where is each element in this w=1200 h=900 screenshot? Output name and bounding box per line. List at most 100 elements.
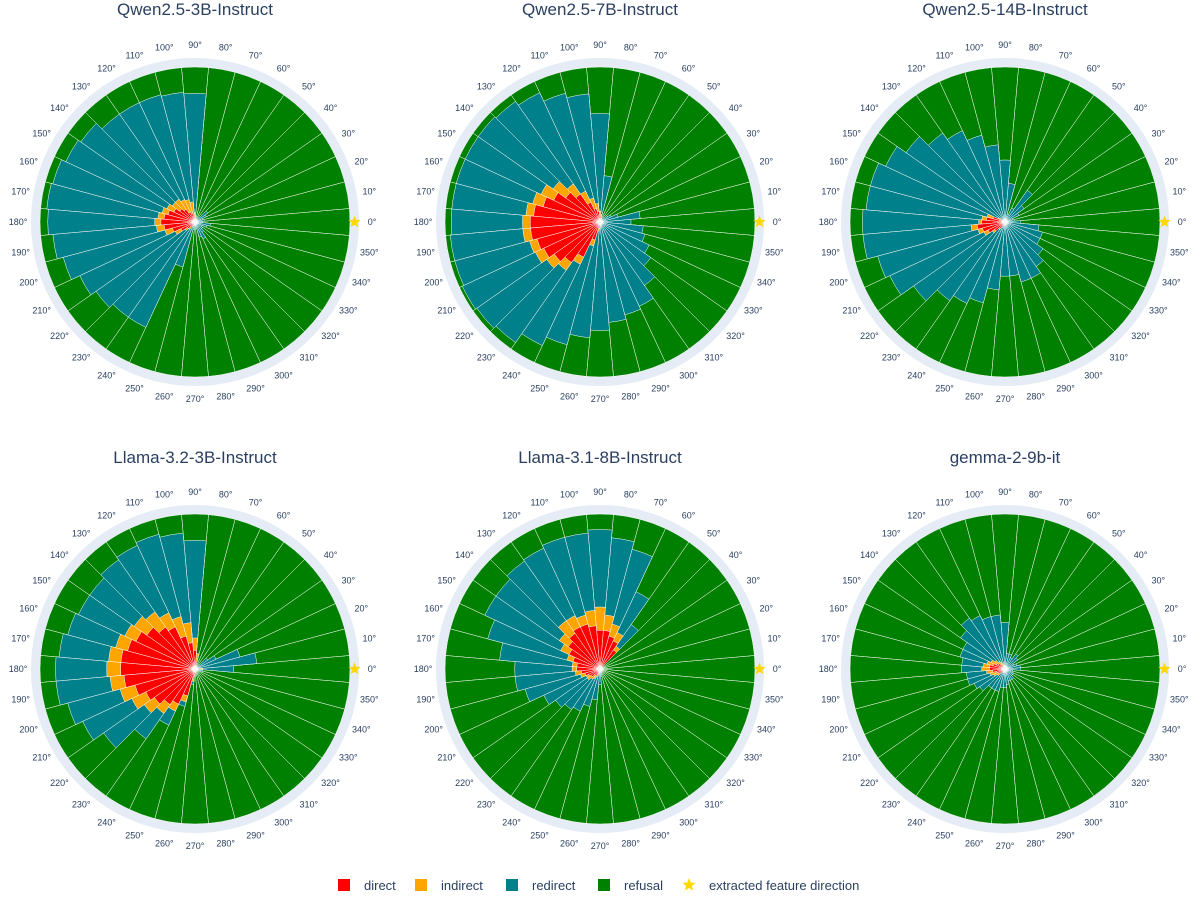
angular-tick-label: 20° [1164, 157, 1178, 167]
angular-tick-label: 250° [125, 830, 144, 840]
angular-tick-label: 20° [759, 157, 773, 167]
angular-tick-label: 170° [416, 186, 435, 196]
angular-tick-label: 300° [274, 370, 293, 380]
bar-redirect-260 [987, 221, 1006, 291]
legend-item-redirect[interactable]: redirect [506, 878, 576, 893]
bar-redirect-40 [194, 210, 209, 223]
angular-tick-label: 270° [591, 394, 610, 404]
angular-tick-label: 280° [1026, 838, 1045, 848]
bar-redirect-290 [599, 221, 641, 316]
legend-item-refusal[interactable]: refusal [598, 878, 663, 893]
legend-item-indirect[interactable]: indirect [415, 878, 483, 893]
angular-tick-label: 220° [50, 778, 69, 788]
bar-direct-280 [599, 221, 602, 226]
angular-tick-label: 320° [321, 778, 340, 788]
bar-redirect-60 [1004, 207, 1015, 223]
angular-tick-label: 90° [188, 487, 202, 497]
angular-tick-label: 130° [882, 528, 901, 538]
angular-tick-label: 110° [126, 51, 144, 61]
angular-tick-label: 240° [907, 817, 926, 827]
angular-tick-label: 150° [32, 129, 51, 139]
bar-direct-220 [154, 668, 196, 705]
angular-tick-label: 160° [19, 157, 38, 167]
bar-redirect-300 [1004, 221, 1041, 279]
angular-tick-label: 50° [707, 528, 721, 538]
legend-item-star[interactable]: extracted feature direction [682, 878, 859, 893]
angular-tick-label: 270° [996, 841, 1015, 851]
angular-tick-label: 220° [860, 331, 879, 341]
angular-tick-label: 350° [765, 695, 784, 705]
angular-tick-label: 290° [651, 383, 670, 393]
bar-redirect-260 [569, 221, 601, 339]
angular-tick-label: 350° [1170, 248, 1189, 258]
feature-direction-star [1158, 215, 1171, 228]
angular-tick-label: 120° [97, 64, 116, 74]
angular-tick-label: 50° [1112, 528, 1126, 538]
angular-tick-label: 330° [1149, 753, 1168, 763]
bar-redirect-330 [1004, 668, 1014, 675]
bar-redirect-270 [598, 668, 602, 685]
angular-tick-label: 10° [1172, 186, 1186, 196]
angular-tick-label: 300° [679, 817, 698, 827]
angular-tick-label: 80° [219, 43, 233, 53]
legend-label: indirect [441, 878, 483, 893]
angular-tick-label: 50° [302, 81, 316, 91]
angular-tick-label: 0° [773, 664, 782, 674]
angular-tick-label: 80° [219, 490, 233, 500]
feature-direction-star [348, 662, 361, 675]
angular-tick-label: 60° [277, 64, 291, 74]
angular-tick-label: 40° [729, 550, 743, 560]
bar-redirect-50 [194, 217, 199, 223]
angular-tick-label: 120° [502, 64, 521, 74]
angular-tick-label: 10° [767, 186, 781, 196]
angular-tick-label: 70° [1059, 498, 1073, 508]
legend-item-direct[interactable]: direct [338, 878, 396, 893]
angular-tick-label: 80° [624, 43, 638, 53]
angular-tick-label: 250° [530, 830, 549, 840]
angular-tick-label: 160° [424, 604, 443, 614]
bar-redirect-40 [599, 215, 608, 223]
bar-direct-230 [564, 221, 601, 263]
star-icon [682, 878, 696, 891]
angular-tick-label: 30° [746, 129, 760, 139]
angular-tick-label: 10° [767, 633, 781, 643]
angular-tick-label: 60° [1087, 64, 1101, 74]
angular-tick-label: 230° [72, 353, 91, 363]
bar-redirect-250 [994, 668, 1006, 692]
angular-tick-label: 190° [821, 248, 840, 258]
angular-tick-label: 0° [1178, 664, 1187, 674]
bar-redirect-210 [543, 668, 601, 705]
bar-refusal-350 [1004, 668, 1160, 710]
bar-direct-260 [598, 668, 601, 673]
angular-tick-label: 240° [502, 817, 521, 827]
angular-tick-label: 190° [11, 695, 30, 705]
angular-tick-label: 70° [249, 51, 263, 61]
angular-tick-label: 80° [624, 490, 638, 500]
angular-tick-label: 200° [19, 278, 38, 288]
angular-tick-label: 180° [9, 217, 28, 227]
chart-title: Qwen2.5-3B-Instruct [117, 0, 273, 19]
bar-redirect-310 [599, 221, 656, 286]
bar-refusal-350 [194, 221, 350, 263]
bar-direct-240 [595, 668, 601, 677]
angular-tick-label: 100° [965, 490, 984, 500]
angular-tick-label: 340° [352, 725, 371, 735]
angular-tick-label: 140° [860, 103, 879, 113]
bar-redirect-240 [572, 668, 601, 712]
angular-tick-label: 40° [1134, 103, 1148, 113]
angular-tick-label: 350° [765, 248, 784, 258]
bar-indirect-0 [194, 668, 203, 670]
bar-redirect-250 [969, 221, 1006, 304]
angular-tick-label: 300° [1084, 370, 1103, 380]
angular-tick-label: 210° [32, 753, 51, 763]
bar-redirect-320 [599, 221, 652, 267]
angular-tick-label: 40° [1134, 550, 1148, 560]
bar-redirect-350 [1004, 221, 1040, 232]
bar-redirect-250 [175, 221, 196, 268]
angular-tick-label: 240° [907, 370, 926, 380]
chart-title: Llama-3.2-3B-Instruct [113, 448, 277, 467]
bar-direct-150 [568, 649, 601, 670]
angular-tick-label: 310° [704, 800, 723, 810]
angular-tick-label: 120° [97, 511, 116, 521]
bar-redirect-170 [46, 183, 196, 223]
